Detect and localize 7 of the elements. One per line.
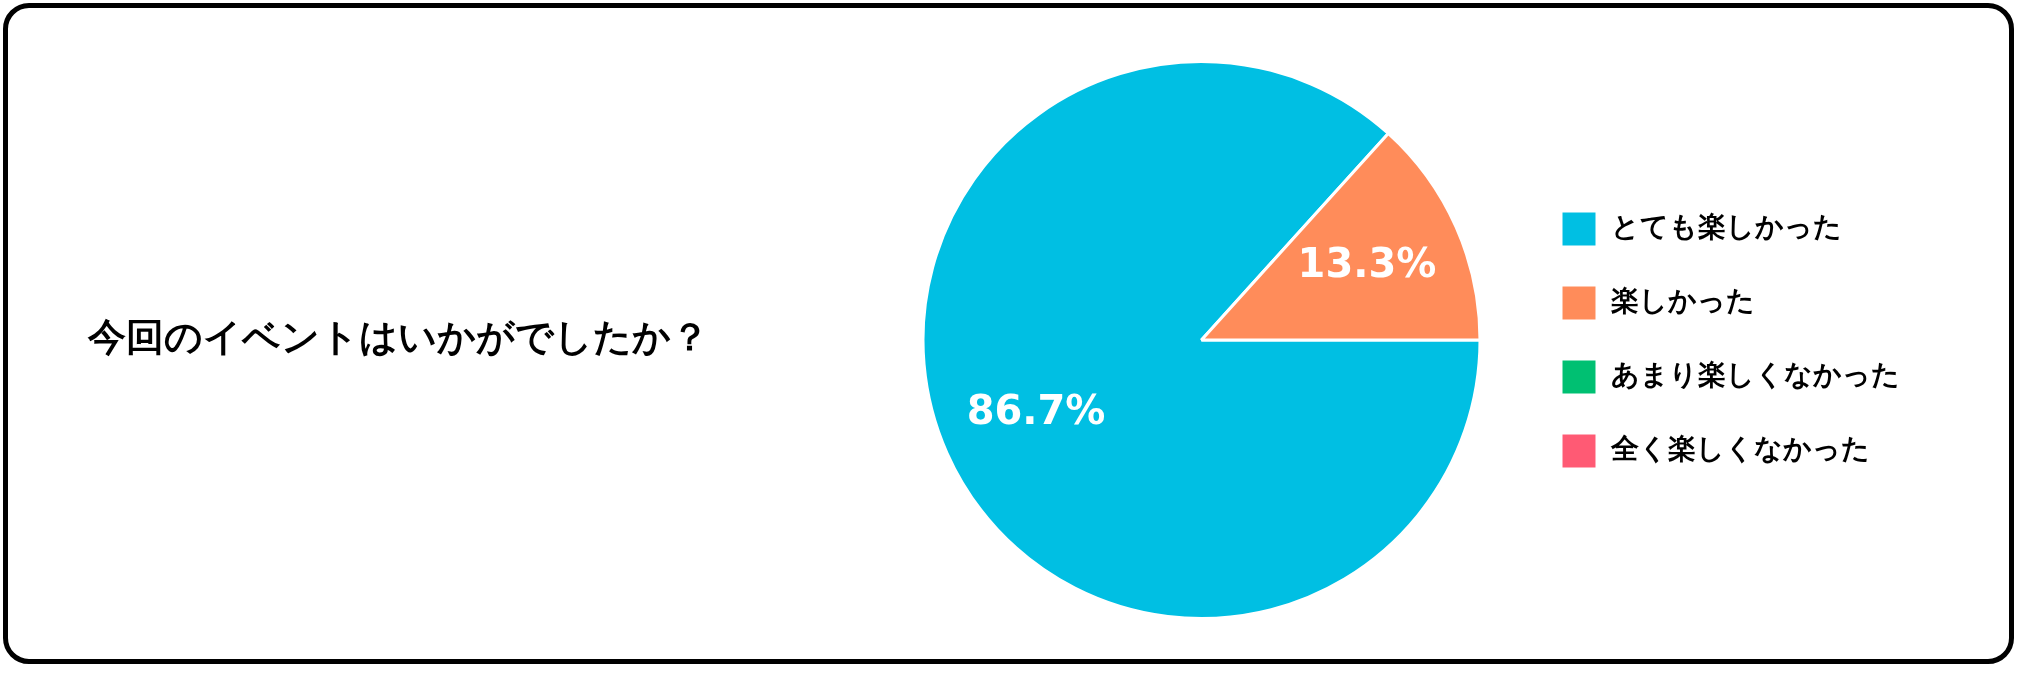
legend-label: あまり楽しくなかった: [1611, 358, 1900, 392]
legend-label: 全く楽しくなかった: [1610, 432, 1870, 466]
legend-label: 楽しかった: [1610, 284, 1755, 318]
data-label: 13.3%: [1297, 239, 1437, 286]
data-label: 86.7%: [966, 386, 1106, 433]
text: 今回のイベントはいかがでしたか？: [88, 314, 709, 361]
legend-label: とても楽しかった: [1611, 210, 1842, 244]
